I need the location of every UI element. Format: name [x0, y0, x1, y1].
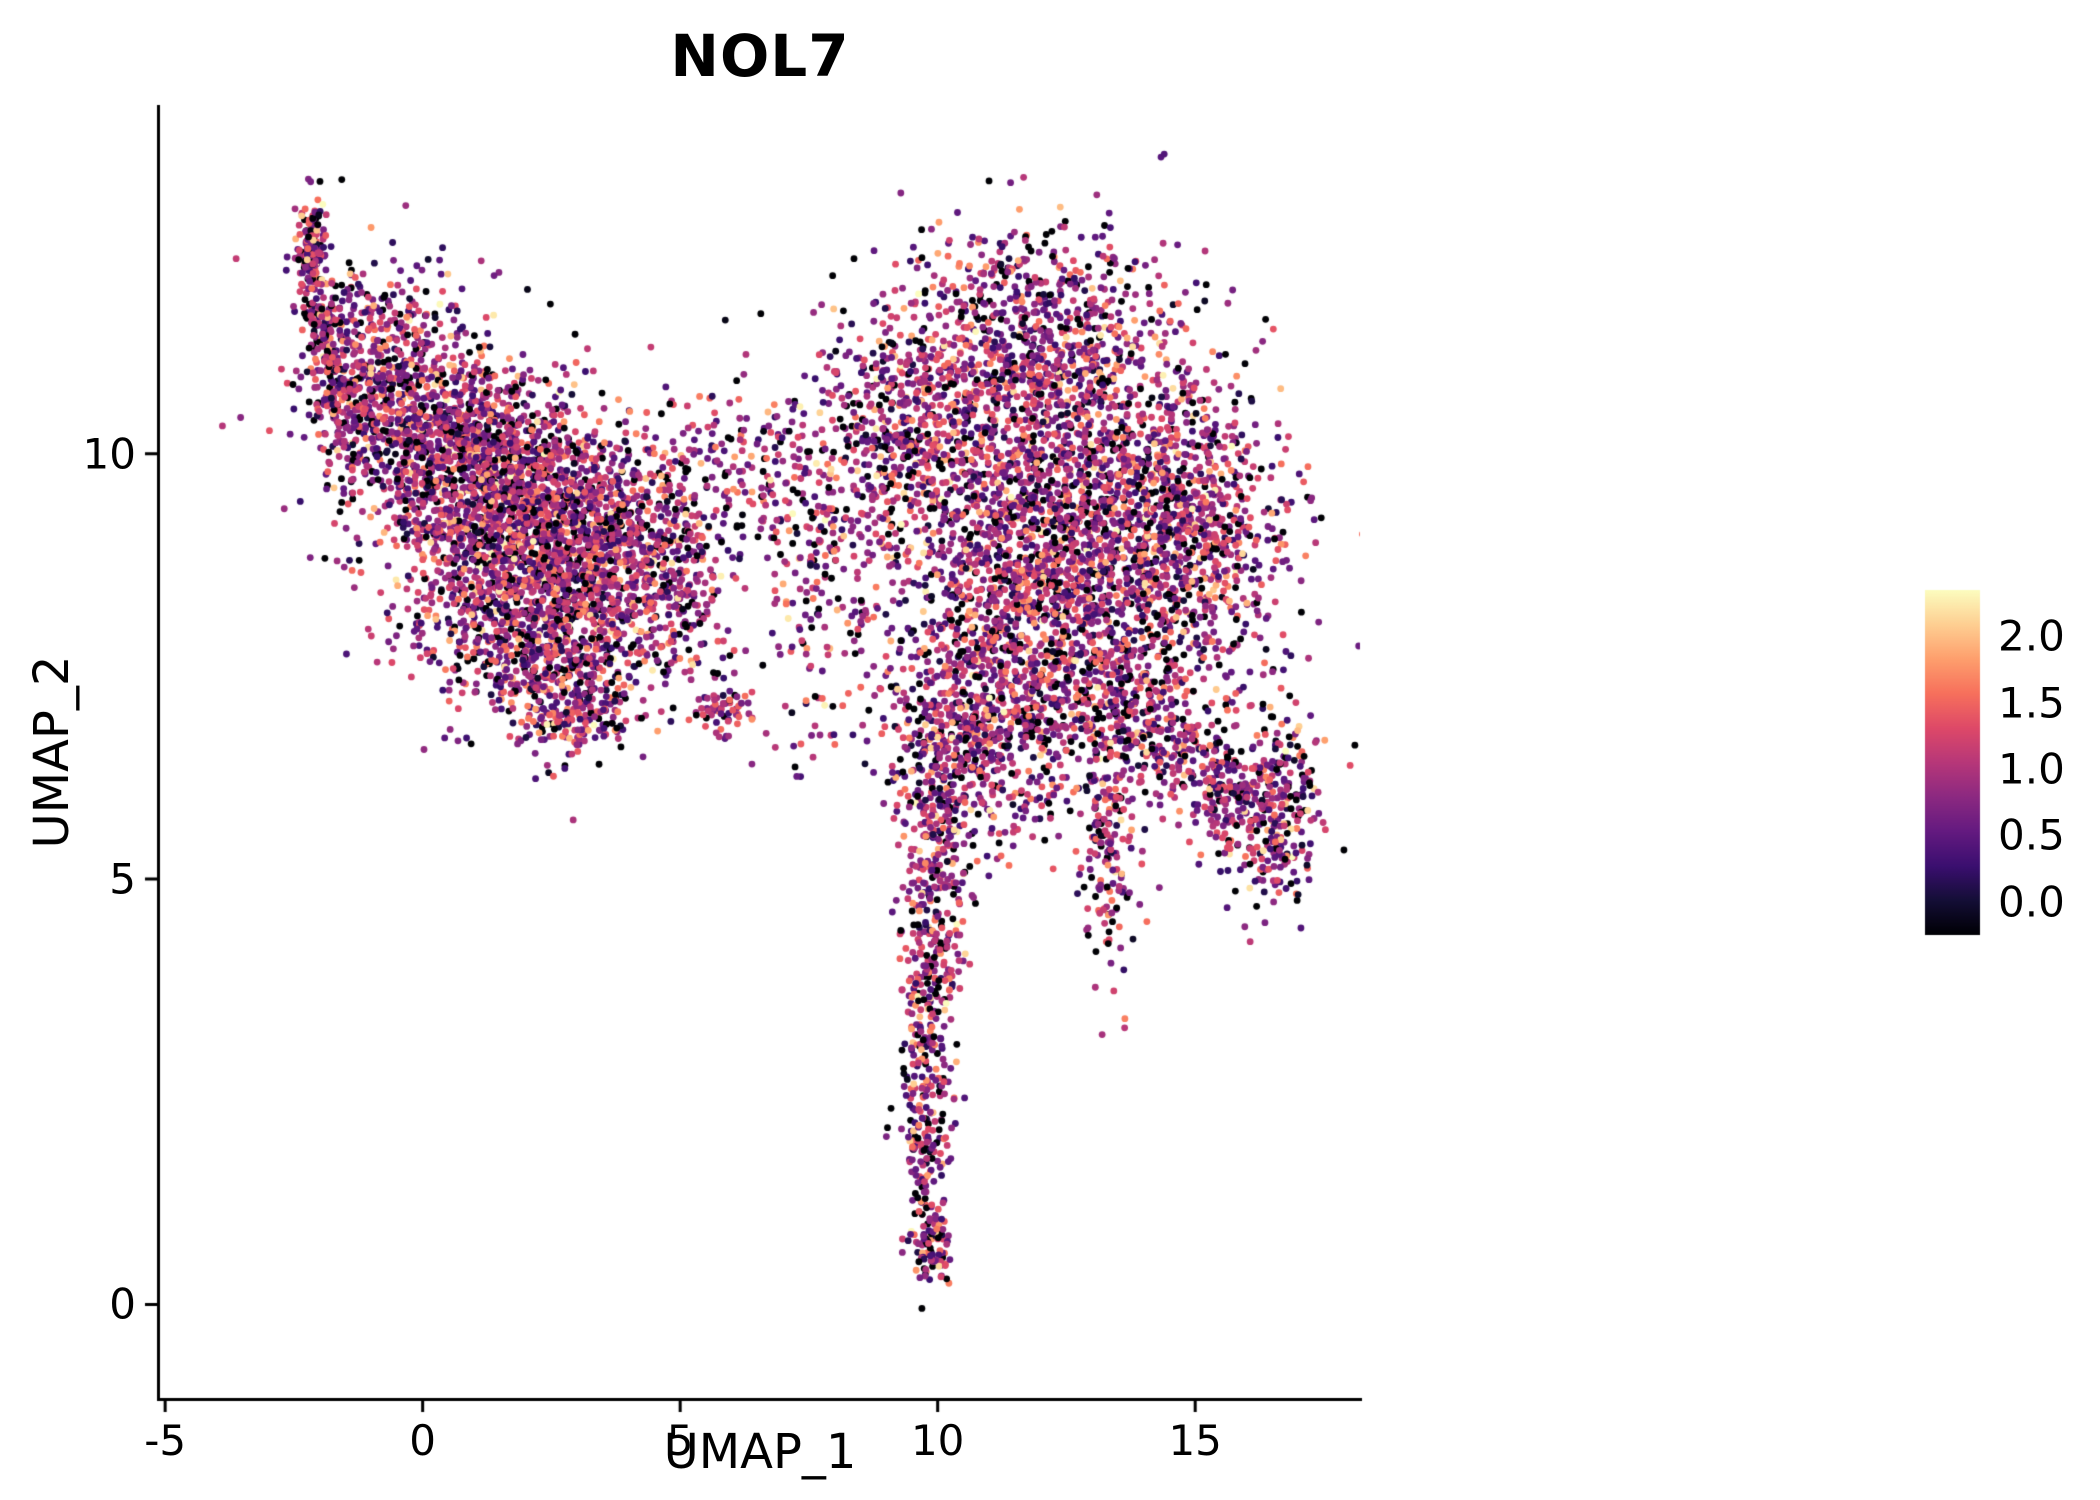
y-axis-tick-label: 10 — [82, 429, 136, 479]
y-axis-tick-label: 5 — [109, 854, 136, 904]
x-axis-tick-label: 15 — [1168, 1416, 1222, 1465]
colorbar-tick-label: 1.5 — [1998, 678, 2065, 728]
y-axis-tick-label: 0 — [109, 1279, 136, 1329]
plot-title: NOL7 — [670, 22, 850, 90]
colorbar-tick-label: 2.0 — [1998, 611, 2065, 661]
colorbar-tick-label: 1.0 — [1998, 744, 2065, 794]
x-axis-tick-label: 0 — [409, 1416, 437, 1465]
x-axis-tick-label: -5 — [144, 1416, 187, 1465]
colorbar-tick-label: 0.5 — [1998, 810, 2065, 860]
x-axis-label: UMAP_1 — [663, 1424, 857, 1480]
x-axis-tick-label: 10 — [910, 1416, 965, 1465]
colorbar-tick-label: 0.0 — [1998, 877, 2065, 927]
x-axis-tick-label: 5 — [666, 1416, 694, 1465]
y-axis-label: UMAP_2 — [24, 655, 80, 849]
